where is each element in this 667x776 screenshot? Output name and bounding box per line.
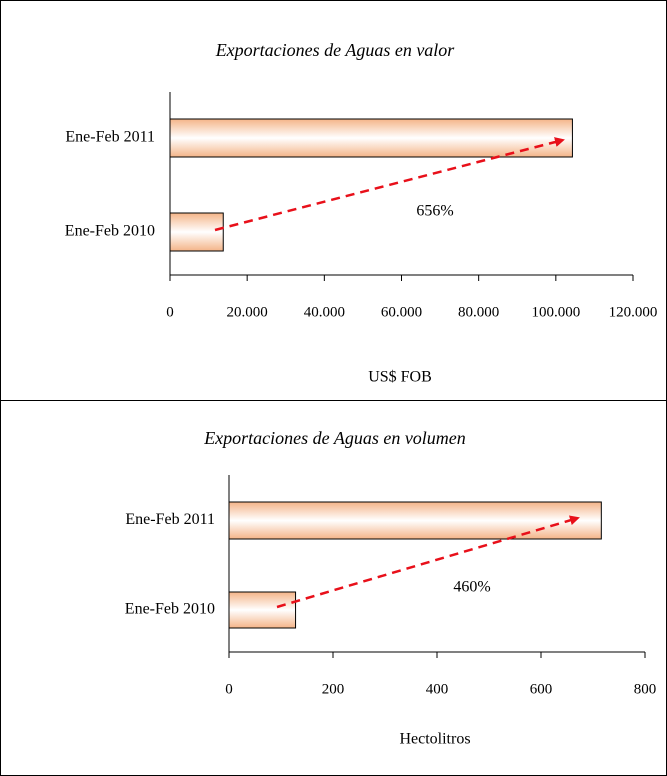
- category-label: Ene-Feb 2011: [125, 511, 215, 528]
- annotation: 460%: [453, 579, 490, 596]
- x-tick-label: 100.000: [531, 304, 580, 320]
- x-axis-label: Hectolitros: [399, 731, 470, 748]
- category-label: Ene-Feb 2010: [65, 223, 155, 240]
- x-tick-label: 0: [225, 681, 233, 697]
- annotation: 656%: [416, 203, 453, 220]
- growth-arrow: [276, 515, 580, 609]
- x-tick-label: 20.000: [227, 304, 268, 320]
- x-tick-label: 40.000: [304, 304, 345, 320]
- x-tick-label: 120.000: [609, 304, 658, 320]
- bar: [228, 501, 602, 540]
- x-tick-label: 800: [634, 681, 657, 697]
- x-tick-label: 200: [322, 681, 345, 697]
- category-label: Ene-Feb 2010: [125, 601, 215, 618]
- bar: [169, 212, 224, 252]
- x-tick-label: 80.000: [458, 304, 499, 320]
- x-tick-label: 0: [166, 304, 174, 320]
- chart-title: Exportaciones de Aguas en valor: [215, 40, 456, 60]
- category-label: Ene-Feb 2011: [65, 129, 155, 146]
- bar: [228, 591, 297, 629]
- chart-title: Exportaciones de Aguas en volumen: [203, 428, 466, 448]
- x-tick-label: 400: [426, 681, 449, 697]
- panel-border: [0, 400, 667, 776]
- x-tick-label: 60.000: [381, 304, 422, 320]
- x-tick-label: 600: [530, 681, 553, 697]
- x-axis-label: US$ FOB: [368, 369, 432, 386]
- bar: [169, 118, 573, 158]
